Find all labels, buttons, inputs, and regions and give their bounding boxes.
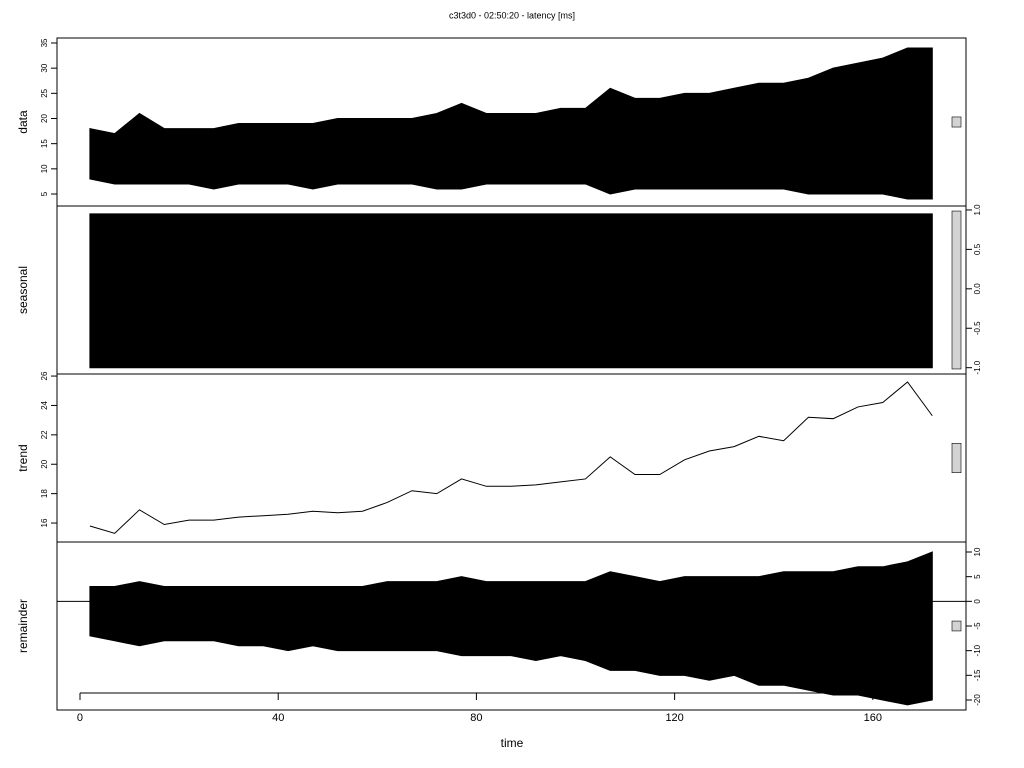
y-tick-label: 30 — [40, 63, 49, 72]
y-tick-label: 22 — [40, 430, 49, 439]
y-tick-label: -0.5 — [973, 321, 982, 335]
y-tick-label: 0.0 — [973, 283, 982, 295]
y-tick-label: 20 — [40, 459, 49, 468]
series-band — [89, 47, 933, 200]
scale-bar — [951, 210, 962, 370]
y-tick-label: 25 — [40, 88, 49, 97]
y-tick-label: -15 — [973, 669, 982, 681]
chart-title: c3t3d0 - 02:50:20 - latency [ms] — [449, 10, 575, 20]
y-tick-label: 26 — [40, 371, 49, 380]
y-axis-label: data — [16, 110, 30, 134]
y-tick-label: 10 — [973, 547, 982, 556]
y-tick-label: 18 — [40, 489, 49, 498]
y-axis-label: remainder — [16, 599, 30, 653]
y-tick-label: 0 — [973, 599, 982, 604]
y-tick-label: -10 — [973, 644, 982, 656]
y-tick-label: 20 — [40, 114, 49, 123]
x-tick-label: 120 — [665, 712, 683, 724]
panel-frame — [56, 373, 967, 543]
y-axis-label: seasonal — [16, 266, 30, 314]
scale-bar — [951, 620, 962, 632]
series-line — [89, 381, 933, 534]
y-tick-label: 5 — [40, 191, 49, 196]
x-axis-label: time — [501, 736, 524, 750]
y-tick-label: 15 — [40, 139, 49, 148]
y-tick-label: -1.0 — [973, 360, 982, 374]
y-tick-label: 1.0 — [973, 204, 982, 216]
x-tick-label: 80 — [470, 712, 482, 724]
y-tick-label: -5 — [973, 622, 982, 630]
y-tick-label: 35 — [40, 38, 49, 47]
y-tick-label: 10 — [40, 164, 49, 173]
y-tick-label: 24 — [40, 400, 49, 409]
series-band — [89, 551, 933, 706]
series-band — [89, 213, 933, 369]
y-axis-label: trend — [16, 444, 30, 471]
y-tick-label: 0.5 — [973, 243, 982, 255]
x-tick-label: 40 — [272, 712, 284, 724]
x-tick-label: 0 — [77, 712, 83, 724]
y-tick-label: 16 — [40, 518, 49, 527]
scale-bar — [951, 442, 962, 474]
scale-bar — [951, 116, 962, 128]
y-tick-label: -20 — [973, 694, 982, 706]
y-tick-label: 5 — [973, 574, 982, 579]
x-tick-label: 160 — [864, 712, 882, 724]
